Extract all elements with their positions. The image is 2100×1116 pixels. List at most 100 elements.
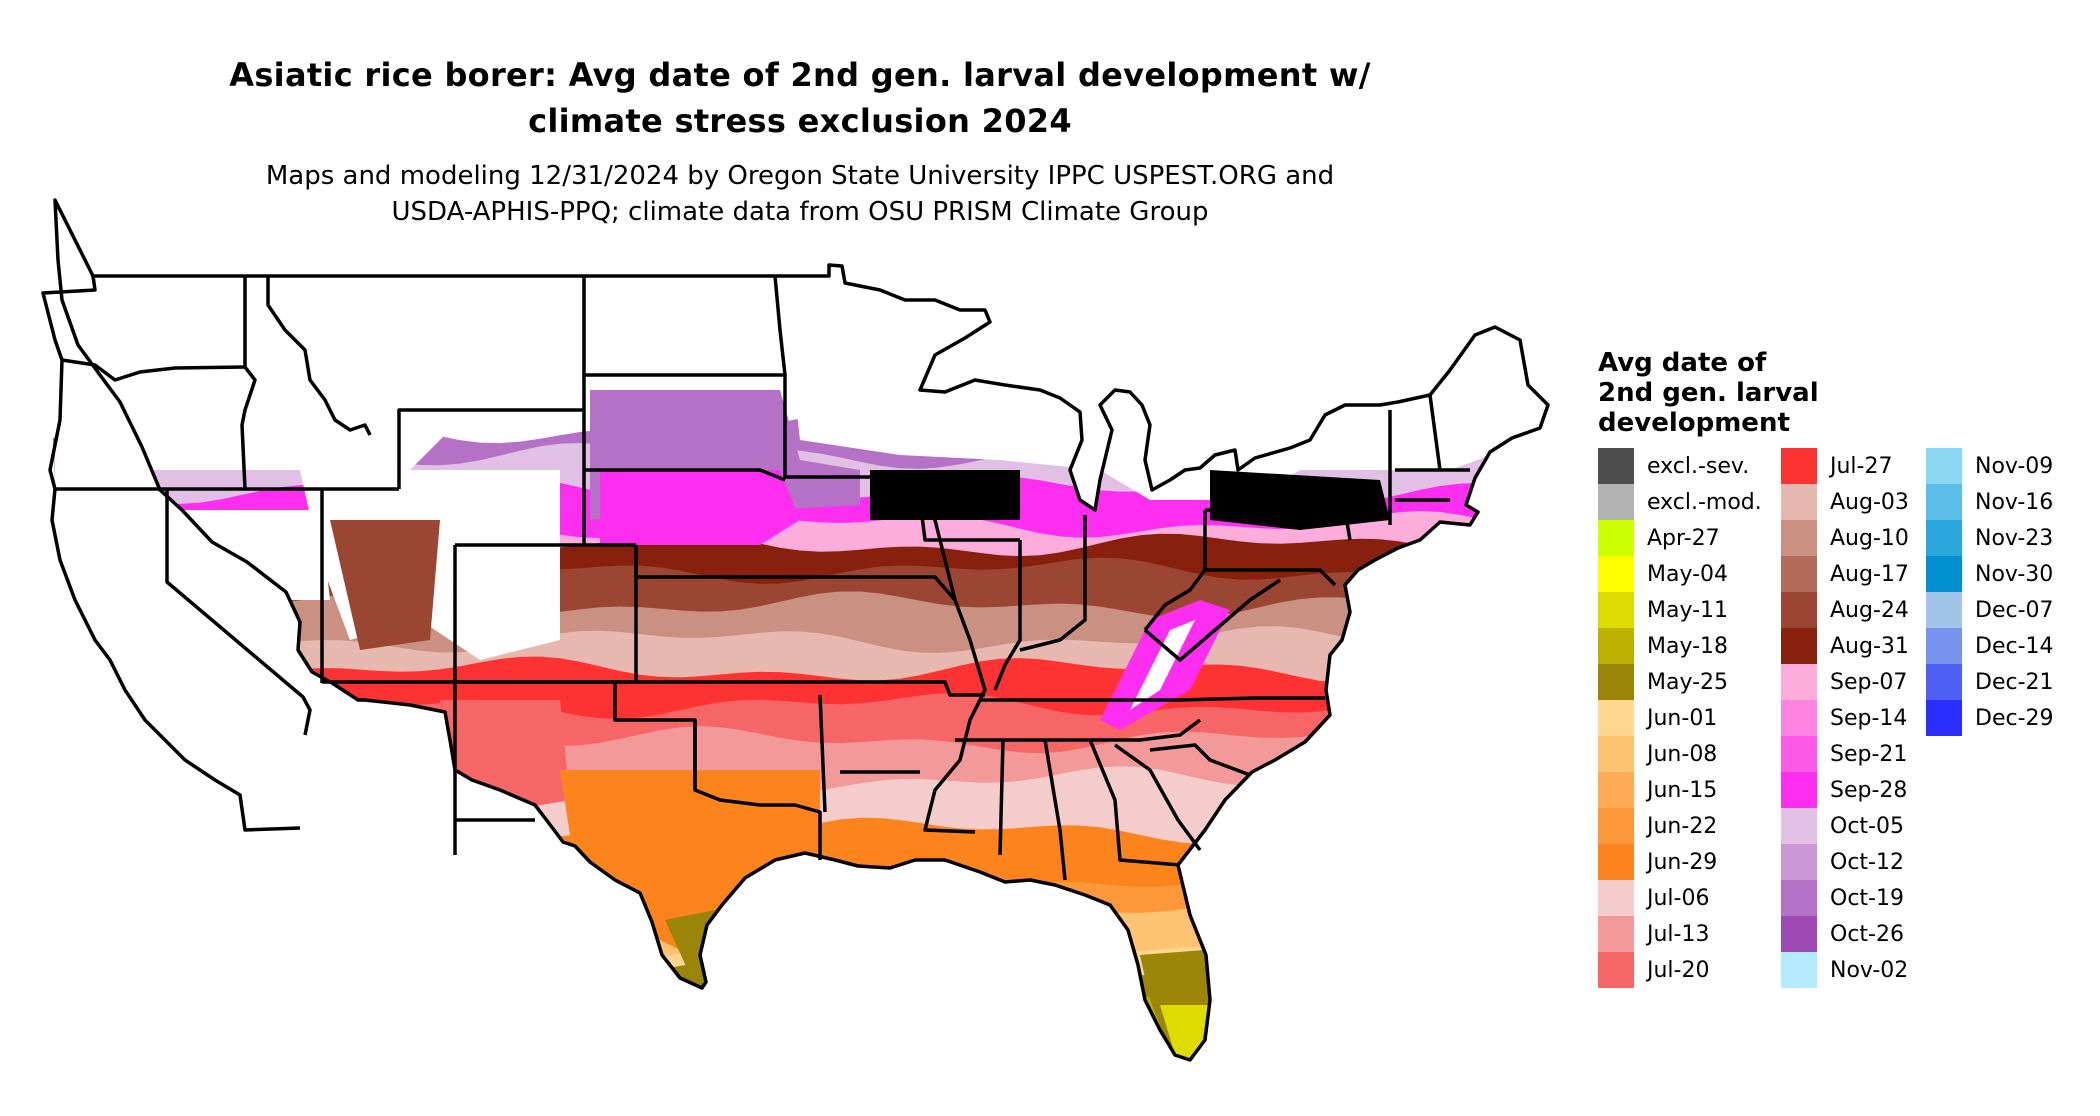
- legend-swatch: [1598, 736, 1634, 772]
- legend-item: Sep-28: [1781, 772, 1909, 808]
- map-region-patch: [330, 520, 440, 650]
- legend-swatch: [1598, 484, 1634, 520]
- legend-column-2: Jul-27 Aug-03 Aug-10 Aug-17 Aug-24 Aug-31 Sep-…: [1781, 448, 1909, 988]
- legend-column-3: Nov-09 Nov-16 Nov-23 Nov-30 Dec-07 Dec-14 Dec-…: [1926, 448, 2054, 736]
- legend-swatch: [1926, 628, 1962, 664]
- oh-pa-border: [1143, 510, 1207, 632]
- pa-southern-border: [1205, 568, 1337, 587]
- legend-label: Aug-24: [1830, 597, 1909, 623]
- legend-swatch: [1598, 916, 1634, 952]
- legend-item: May-04: [1598, 556, 1762, 592]
- legend-swatch: [1598, 880, 1634, 916]
- legend-label: Sep-07: [1830, 669, 1908, 695]
- legend-label: Oct-12: [1830, 849, 1904, 875]
- ia-mo-border: [800, 575, 957, 602]
- legend-label: Dec-07: [1975, 597, 2054, 623]
- legend-item: Jul-13: [1598, 916, 1762, 952]
- legend-item: Nov-09: [1926, 448, 2054, 484]
- legend-label: Oct-19: [1830, 885, 1904, 911]
- legend-item: Sep-21: [1781, 736, 1909, 772]
- legend-label: Jun-29: [1647, 849, 1718, 875]
- legend-swatch: [1598, 592, 1634, 628]
- legend-swatch: [1926, 700, 1962, 736]
- legend-swatch: [1598, 556, 1634, 592]
- legend-label: Aug-10: [1830, 525, 1909, 551]
- legend-swatch: [1598, 520, 1634, 556]
- legend-swatch: [1926, 592, 1962, 628]
- legend-item: Oct-19: [1781, 880, 1909, 916]
- us-outline: [53, 198, 1550, 1062]
- wa-or-border: [61, 358, 246, 382]
- legend-label: Nov-16: [1975, 489, 2054, 515]
- legend-label: Nov-09: [1975, 453, 2054, 479]
- legend-item: Jul-27: [1781, 448, 1909, 484]
- legend-item: Sep-07: [1781, 664, 1909, 700]
- legend-title-line-1: Avg date of: [1598, 348, 1767, 378]
- legend-item: Jun-15: [1598, 772, 1762, 808]
- legend-swatch: [1781, 556, 1817, 592]
- legend-item: May-25: [1598, 664, 1762, 700]
- chart-title-line-1: Asiatic rice borer: Avg date of 2nd gen.…: [229, 56, 1371, 94]
- legend-swatch: [1781, 592, 1817, 628]
- legend-title-line-3: development: [1598, 408, 1790, 438]
- legend-label: excl.-sev.: [1647, 453, 1750, 479]
- pa-ny-border: [1205, 508, 1352, 541]
- legend-item: Jun-01: [1598, 700, 1762, 736]
- legend-swatch: [1781, 916, 1817, 952]
- legend-item: Nov-02: [1781, 952, 1909, 988]
- legend-label: Nov-30: [1975, 561, 2054, 587]
- legend-item: Oct-26: [1781, 916, 1909, 952]
- legend-item: Aug-17: [1781, 556, 1909, 592]
- legend-item: Dec-14: [1926, 628, 2054, 664]
- map-band: [52, 1026, 1548, 1060]
- legend-swatch: [1598, 448, 1634, 484]
- ms-al-border: [998, 739, 1067, 881]
- legend-label: Dec-29: [1975, 705, 2054, 731]
- map-region-patch: [170, 510, 330, 600]
- legend-swatch: [1598, 952, 1634, 988]
- legend-item: Apr-27: [1598, 520, 1762, 556]
- legend-column-1: excl.-sev. excl.-mod. Apr-27 May-04 May-11 Ma…: [1598, 448, 1762, 988]
- legend-swatch: [1781, 808, 1817, 844]
- legend-item: Jun-08: [1598, 736, 1762, 772]
- legend-swatch: [1926, 556, 1962, 592]
- legend-label: Jul-27: [1830, 453, 1893, 479]
- in-oh-border: [1019, 515, 1087, 652]
- legend-item: Jul-06: [1598, 880, 1762, 916]
- legend-swatch: [1598, 844, 1634, 880]
- map-band: [52, 931, 1548, 1060]
- legend-swatch: [1781, 952, 1817, 988]
- ok-tx-red-river: [693, 694, 827, 813]
- nm-tx-border: [455, 682, 822, 860]
- legend-label: May-25: [1647, 669, 1729, 695]
- co-nm-border: [455, 545, 638, 684]
- chart-title-line-2: climate stress exclusion 2024: [528, 102, 1072, 140]
- map-band: [52, 962, 1548, 1060]
- legend-label: May-11: [1647, 597, 1729, 623]
- map-region-patch: [52, 260, 590, 480]
- legend-swatch: [1781, 628, 1817, 664]
- legend-swatch: [1598, 772, 1634, 808]
- map-region-patch: [1210, 470, 1390, 530]
- chart-subtitle-line-1: Maps and modeling 12/31/2024 by Oregon S…: [265, 161, 1335, 191]
- id-ut-wy-border: [397, 408, 584, 489]
- legend-swatch: [1598, 664, 1634, 700]
- legend-label: Sep-14: [1830, 705, 1908, 731]
- legend-label: Jul-20: [1647, 957, 1710, 983]
- legend-swatch: [1598, 628, 1634, 664]
- legend-label: Aug-03: [1830, 489, 1909, 515]
- legend-label: Dec-21: [1975, 669, 2054, 695]
- legend-item: Dec-21: [1926, 664, 2054, 700]
- legend-label: Jun-08: [1647, 741, 1718, 767]
- legend-title-line-2: 2nd gen. larval: [1598, 378, 1819, 408]
- legend-swatch: [1926, 520, 1962, 556]
- va-wv-border: [1143, 578, 1281, 662]
- il-in-border: [993, 540, 1022, 691]
- legend-label: Sep-21: [1830, 741, 1908, 767]
- map-region-patch: [440, 700, 570, 820]
- chart-title: Asiatic rice borer: Avg date of 2nd gen.…: [0, 52, 1600, 144]
- id-mt-border: [266, 276, 372, 436]
- legend-item: Sep-14: [1781, 700, 1909, 736]
- legend-item: Aug-03: [1781, 484, 1909, 520]
